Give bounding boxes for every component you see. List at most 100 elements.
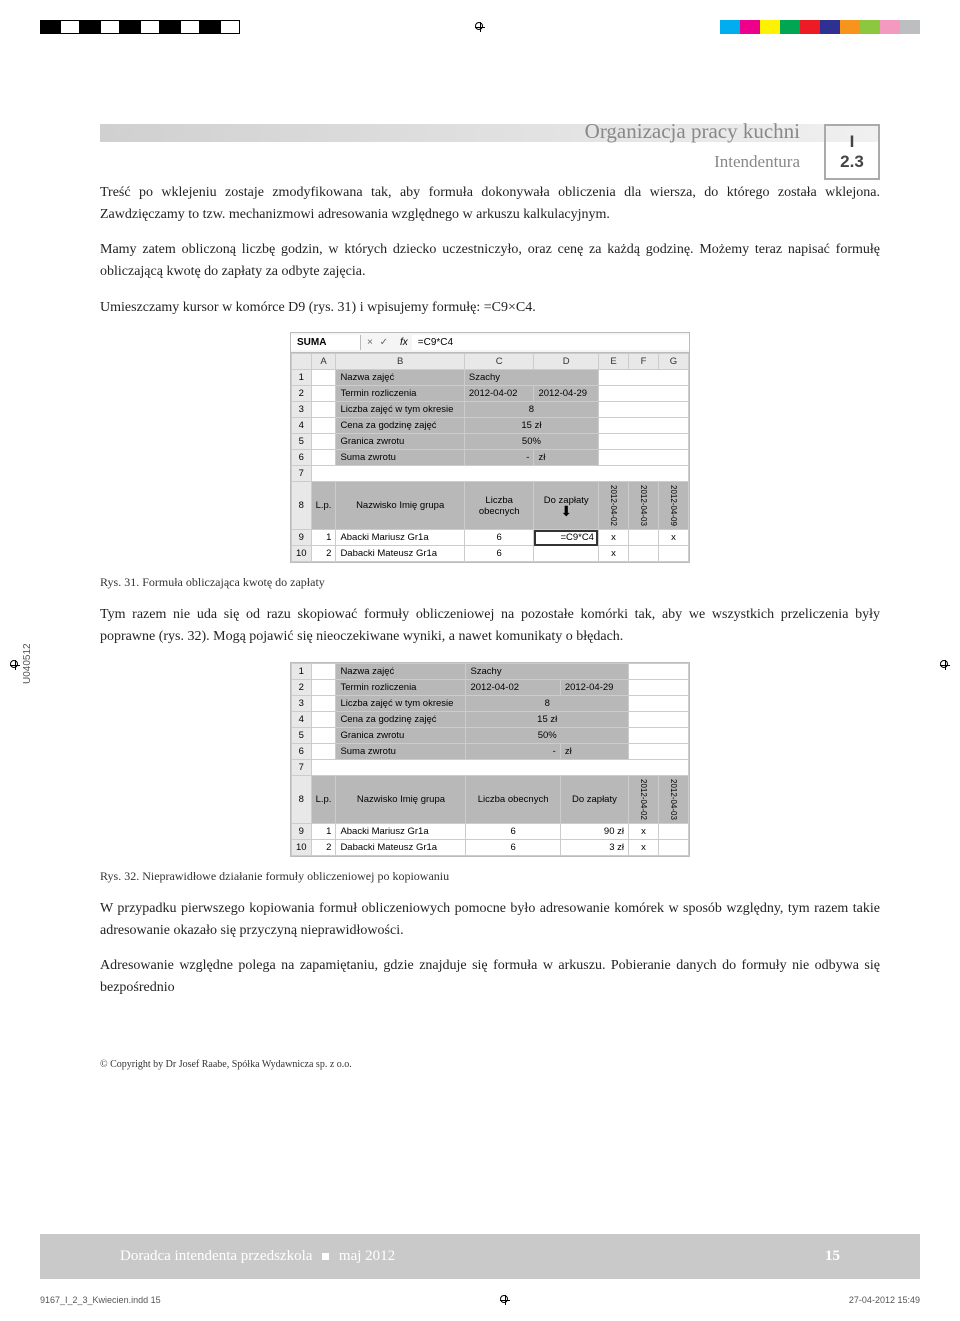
- cell[interactable]: 2012-04-02: [466, 679, 560, 695]
- cell[interactable]: Liczba obecnych: [466, 775, 560, 823]
- cell[interactable]: Liczba zajęć w tym okresie: [336, 695, 466, 711]
- selected-cell[interactable]: =C9*C4: [534, 530, 599, 546]
- cell[interactable]: Liczba zajęć w tym okresie: [336, 402, 464, 418]
- cell[interactable]: Do zapłaty⬇: [534, 482, 599, 530]
- row-header[interactable]: 10: [292, 546, 312, 562]
- cell[interactable]: x: [598, 546, 628, 562]
- row-header[interactable]: 8: [292, 482, 312, 530]
- row-header[interactable]: 2: [292, 679, 312, 695]
- cell[interactable]: 6: [466, 823, 560, 839]
- row-header[interactable]: 10: [292, 839, 312, 855]
- cell[interactable]: Nazwisko Imię grupa: [336, 482, 464, 530]
- cell[interactable]: Cena za godzinę zajęć: [336, 418, 464, 434]
- cell[interactable]: -: [466, 743, 560, 759]
- cell[interactable]: 6: [464, 546, 534, 562]
- row-header[interactable]: 5: [292, 727, 312, 743]
- cell[interactable]: 2012-04-29: [560, 679, 628, 695]
- cell[interactable]: 15 zł: [464, 418, 598, 434]
- cell[interactable]: Cena za godzinę zajęć: [336, 711, 466, 727]
- cell[interactable]: zł: [560, 743, 628, 759]
- cell[interactable]: Liczba obecnych: [464, 482, 534, 530]
- cell[interactable]: 2012-04-02: [598, 482, 628, 530]
- cell[interactable]: L.p.: [311, 482, 336, 530]
- col-header[interactable]: A: [311, 354, 336, 370]
- formula-input[interactable]: =C9*C4: [412, 335, 689, 350]
- row-header[interactable]: 3: [292, 695, 312, 711]
- cell[interactable]: 1: [311, 823, 336, 839]
- cell[interactable]: x: [598, 530, 628, 546]
- cell[interactable]: 1: [311, 530, 336, 546]
- cell[interactable]: Dabacki Mateusz Gr1a: [336, 839, 466, 855]
- col-header[interactable]: B: [336, 354, 464, 370]
- cell[interactable]: 2: [311, 839, 336, 855]
- row-header[interactable]: 4: [292, 711, 312, 727]
- col-header[interactable]: D: [534, 354, 599, 370]
- row-header[interactable]: 6: [292, 450, 312, 466]
- row-header[interactable]: 3: [292, 402, 312, 418]
- cell[interactable]: Suma zwrotu: [336, 450, 464, 466]
- cell[interactable]: 6: [466, 839, 560, 855]
- cell[interactable]: zł: [534, 450, 599, 466]
- cell[interactable]: [659, 823, 689, 839]
- cell[interactable]: Granica zwrotu: [336, 434, 464, 450]
- cell[interactable]: 2012-04-29: [534, 386, 599, 402]
- row-header[interactable]: 7: [292, 466, 312, 482]
- cell[interactable]: 8: [466, 695, 629, 711]
- cell[interactable]: Nazwa zajęć: [336, 663, 466, 679]
- cell[interactable]: Szachy: [464, 370, 598, 386]
- cell[interactable]: 2012-04-09: [658, 482, 688, 530]
- cell[interactable]: 50%: [466, 727, 629, 743]
- sheet-grid[interactable]: 1Nazwa zajęćSzachy 2Termin rozliczenia20…: [291, 663, 689, 856]
- cell[interactable]: Dabacki Mateusz Gr1a: [336, 546, 464, 562]
- name-box[interactable]: SUMA: [291, 335, 361, 350]
- cell[interactable]: 2012-04-03: [659, 775, 689, 823]
- cell[interactable]: Granica zwrotu: [336, 727, 466, 743]
- col-header[interactable]: F: [628, 354, 658, 370]
- cell[interactable]: Suma zwrotu: [336, 743, 466, 759]
- row-header[interactable]: 5: [292, 434, 312, 450]
- cell[interactable]: Termin rozliczenia: [336, 386, 464, 402]
- cell[interactable]: Szachy: [466, 663, 629, 679]
- col-header[interactable]: E: [598, 354, 628, 370]
- cell[interactable]: Nazwa zajęć: [336, 370, 464, 386]
- row-header[interactable]: 7: [292, 759, 312, 775]
- cell[interactable]: Abacki Mariusz Gr1a: [336, 823, 466, 839]
- row-header[interactable]: 9: [292, 530, 312, 546]
- sheet-grid[interactable]: A B C D E F G 1 Nazwa zajęćSzachy 2 Termin…: [291, 353, 689, 562]
- cell[interactable]: [658, 546, 688, 562]
- cell[interactable]: 50%: [464, 434, 598, 450]
- cell[interactable]: x: [629, 823, 659, 839]
- cell[interactable]: 90 zł: [560, 823, 628, 839]
- cell[interactable]: 6: [464, 530, 534, 546]
- row-header[interactable]: 1: [292, 663, 312, 679]
- row-header[interactable]: 8: [292, 775, 312, 823]
- cell[interactable]: 15 zł: [466, 711, 629, 727]
- cell[interactable]: 2012-04-02: [464, 386, 534, 402]
- cell[interactable]: 2: [311, 546, 336, 562]
- cell[interactable]: L.p.: [311, 775, 336, 823]
- cell[interactable]: [628, 546, 658, 562]
- cell[interactable]: [659, 839, 689, 855]
- cell[interactable]: x: [658, 530, 688, 546]
- cell[interactable]: [628, 530, 658, 546]
- corner-cell[interactable]: [292, 354, 312, 370]
- cell[interactable]: Nazwisko Imię grupa: [336, 775, 466, 823]
- cell[interactable]: 2012-04-03: [628, 482, 658, 530]
- cell[interactable]: 3 zł: [560, 839, 628, 855]
- col-header[interactable]: G: [658, 354, 688, 370]
- row-header[interactable]: 9: [292, 823, 312, 839]
- cell[interactable]: Termin rozliczenia: [336, 679, 466, 695]
- cell[interactable]: Abacki Mariusz Gr1a: [336, 530, 464, 546]
- col-header[interactable]: C: [464, 354, 534, 370]
- cell[interactable]: Do zapłaty: [560, 775, 628, 823]
- cell[interactable]: 8: [464, 402, 598, 418]
- cell[interactable]: 2012-04-02: [629, 775, 659, 823]
- row-header[interactable]: 6: [292, 743, 312, 759]
- row-header[interactable]: 1: [292, 370, 312, 386]
- formula-icons[interactable]: × ✓: [361, 337, 396, 348]
- cell[interactable]: x: [629, 839, 659, 855]
- row-header[interactable]: 4: [292, 418, 312, 434]
- cell[interactable]: -: [464, 450, 534, 466]
- row-header[interactable]: 2: [292, 386, 312, 402]
- cell[interactable]: [534, 546, 599, 562]
